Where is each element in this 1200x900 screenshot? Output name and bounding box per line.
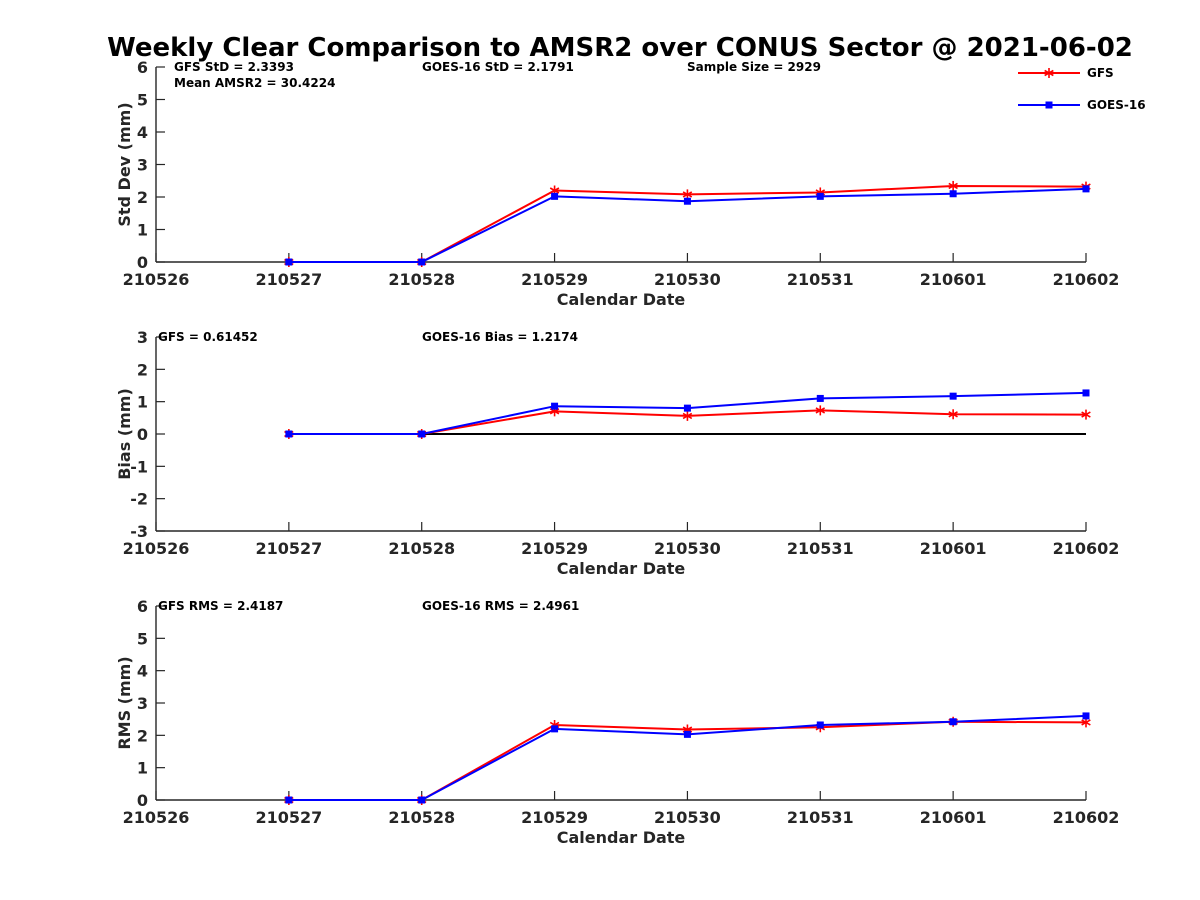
- y-axis-label: Bias (mm): [115, 388, 134, 480]
- y-tick-label: 1: [137, 759, 148, 778]
- x-tick-label: 210601: [920, 808, 987, 827]
- stat-annotation: GFS = 0.61452: [158, 330, 258, 344]
- x-tick-label: 210526: [123, 270, 190, 289]
- stat-annotation: Sample Size = 2929: [687, 60, 821, 74]
- x-tick-label: 210601: [920, 270, 987, 289]
- legend-label: GOES-16: [1087, 98, 1146, 112]
- y-tick-label: 0: [137, 425, 148, 444]
- chart-panels: 210526 210527 210528 210529 210530 210531 2106…: [115, 58, 1119, 847]
- data-point-goes-16: [551, 725, 559, 733]
- x-tick-label: 210531: [787, 270, 854, 289]
- data-point-goes-16: [285, 796, 293, 804]
- y-tick-label: 4: [137, 662, 148, 681]
- data-point-gfs: [815, 405, 826, 416]
- figure-title: Weekly Clear Comparison to AMSR2 over CO…: [107, 33, 1133, 63]
- data-point-goes-16: [1082, 389, 1090, 397]
- legend-label: GFS: [1087, 66, 1114, 80]
- data-point-goes-16: [816, 721, 824, 729]
- data-point-goes-16: [418, 258, 426, 266]
- stat-annotation: Mean AMSR2 = 30.4224: [174, 76, 335, 90]
- x-tick-label: 210529: [521, 539, 588, 558]
- y-tick-label: 6: [137, 597, 148, 616]
- stat-annotation: GOES-16 StD = 2.1791: [422, 60, 574, 74]
- y-tick-label: 4: [137, 123, 148, 142]
- x-tick-label: 210531: [787, 539, 854, 558]
- x-tick-label: 210529: [521, 270, 588, 289]
- data-point-goes-16: [683, 404, 691, 412]
- data-point-goes-16: [1082, 712, 1090, 720]
- data-point-goes-16: [418, 430, 426, 438]
- y-tick-label: 2: [137, 188, 148, 207]
- data-point-goes-16: [949, 718, 957, 726]
- y-tick-label: 3: [137, 328, 148, 347]
- data-point-gfs: [682, 410, 693, 421]
- y-tick-label: 1: [137, 393, 148, 412]
- data-point-goes-16: [949, 190, 957, 198]
- data-point-goes-16: [949, 392, 957, 400]
- y-tick-label: 1: [137, 221, 148, 240]
- x-tick-label: 210526: [123, 539, 190, 558]
- x-tick-label: 210529: [521, 808, 588, 827]
- data-point-goes-16: [551, 192, 559, 200]
- legend: GFS GOES-16: [1018, 66, 1146, 112]
- x-tick-label: 210601: [920, 539, 987, 558]
- data-point-gfs: [948, 180, 958, 191]
- stat-annotation: GOES-16 Bias = 1.2174: [422, 330, 578, 344]
- x-tick-label: 210602: [1053, 808, 1120, 827]
- legend-marker: [1044, 68, 1054, 78]
- data-point-goes-16: [816, 192, 824, 200]
- data-point-goes-16: [551, 402, 559, 410]
- data-point-gfs: [1081, 409, 1091, 420]
- x-tick-label: 210528: [388, 808, 455, 827]
- x-axis-label: Calendar Date: [557, 290, 686, 309]
- data-point-goes-16: [285, 430, 293, 438]
- x-axis-label: Calendar Date: [557, 559, 686, 578]
- stat-annotation: GFS StD = 2.3393: [174, 60, 294, 74]
- stat-annotation: GOES-16 RMS = 2.4961: [422, 599, 579, 613]
- y-tick-label: 2: [137, 726, 148, 745]
- y-tick-label: 6: [137, 58, 148, 77]
- y-tick-label: -1: [130, 457, 148, 476]
- x-tick-label: 210527: [255, 270, 322, 289]
- chart-panel-2: 210526 210527 210528 210529 210530 210531 2106…: [115, 328, 1119, 578]
- data-point-goes-16: [285, 258, 293, 266]
- y-tick-label: 5: [137, 629, 148, 648]
- y-tick-label: 3: [137, 156, 148, 175]
- x-tick-label: 210602: [1053, 270, 1120, 289]
- y-tick-label: 2: [137, 360, 148, 379]
- y-axis-label: Std Dev (mm): [115, 102, 134, 226]
- y-tick-label: 5: [137, 91, 148, 110]
- x-tick-label: 210602: [1053, 539, 1120, 558]
- legend-item-goes-16: GOES-16: [1018, 98, 1146, 112]
- x-tick-label: 210528: [388, 270, 455, 289]
- x-tick-label: 210527: [255, 539, 322, 558]
- x-axis-label: Calendar Date: [557, 828, 686, 847]
- data-point-goes-16: [418, 796, 426, 804]
- y-tick-label: 0: [137, 791, 148, 810]
- stat-annotation: GFS RMS = 2.4187: [158, 599, 283, 613]
- y-axis-label: RMS (mm): [115, 656, 134, 749]
- y-tick-label: -3: [130, 522, 148, 541]
- y-tick-label: -2: [130, 490, 148, 509]
- chart-panel-1: 210526 210527 210528 210529 210530 210531 2106…: [115, 58, 1119, 309]
- x-tick-label: 210528: [388, 539, 455, 558]
- x-tick-label: 210527: [255, 808, 322, 827]
- y-tick-label: 3: [137, 694, 148, 713]
- data-point-goes-16: [1082, 185, 1090, 193]
- legend-marker: [1045, 101, 1053, 109]
- x-tick-label: 210530: [654, 270, 721, 289]
- x-tick-label: 210531: [787, 808, 854, 827]
- data-point-goes-16: [816, 394, 824, 402]
- x-tick-label: 210530: [654, 808, 721, 827]
- x-tick-label: 210526: [123, 808, 190, 827]
- data-point-goes-16: [683, 197, 691, 205]
- data-point-goes-16: [683, 730, 691, 738]
- legend-item-gfs: GFS: [1018, 66, 1114, 80]
- y-tick-label: 0: [137, 253, 148, 272]
- data-point-gfs: [948, 409, 958, 420]
- x-tick-label: 210530: [654, 539, 721, 558]
- chart-panel-3: 210526 210527 210528 210529 210530 210531 2106…: [115, 597, 1119, 847]
